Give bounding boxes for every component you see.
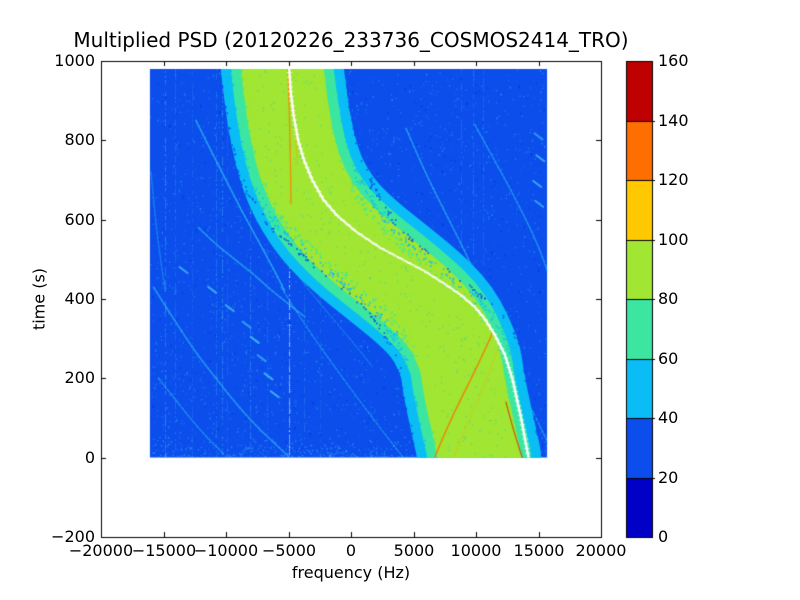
x-tick-label: 0 [345,541,357,560]
x-tick-label: −15000 [131,541,197,560]
y-tick-label: 1000 [54,51,95,70]
colorbar-tick-label: 120 [658,170,689,189]
x-tick-label: −20000 [68,541,134,560]
y-tick-label: 600 [64,210,95,229]
y-tick-label: 0 [84,448,95,467]
colorbar-tick-label: 80 [658,289,679,308]
colorbar-tick-label: 20 [658,468,679,487]
colorbar-tick-label: 160 [658,51,689,70]
x-axis-label: frequency (Hz) [291,563,411,582]
x-tick-label: 20000 [575,541,627,560]
colorbar-tick-label: 0 [658,527,669,546]
y-tick-label: 400 [64,289,95,308]
x-tick-label: −5000 [261,541,317,560]
x-tick-label: −10000 [193,541,259,560]
y-tick-label: 200 [64,368,95,387]
x-tick-label: 5000 [393,541,435,560]
x-tick-label: 10000 [450,541,502,560]
y-tick-label: −200 [51,527,95,546]
x-tick-label: 15000 [513,541,565,560]
colorbar-tick-label: 60 [658,349,679,368]
colorbar-tick-label: 140 [658,111,689,130]
chart-title: Multiplied PSD (20120226_233736_COSMOS24… [73,28,629,52]
y-tick-label: 800 [64,130,95,149]
colorbar-tick-label: 100 [658,230,689,249]
colorbar-tick-label: 40 [658,408,679,427]
